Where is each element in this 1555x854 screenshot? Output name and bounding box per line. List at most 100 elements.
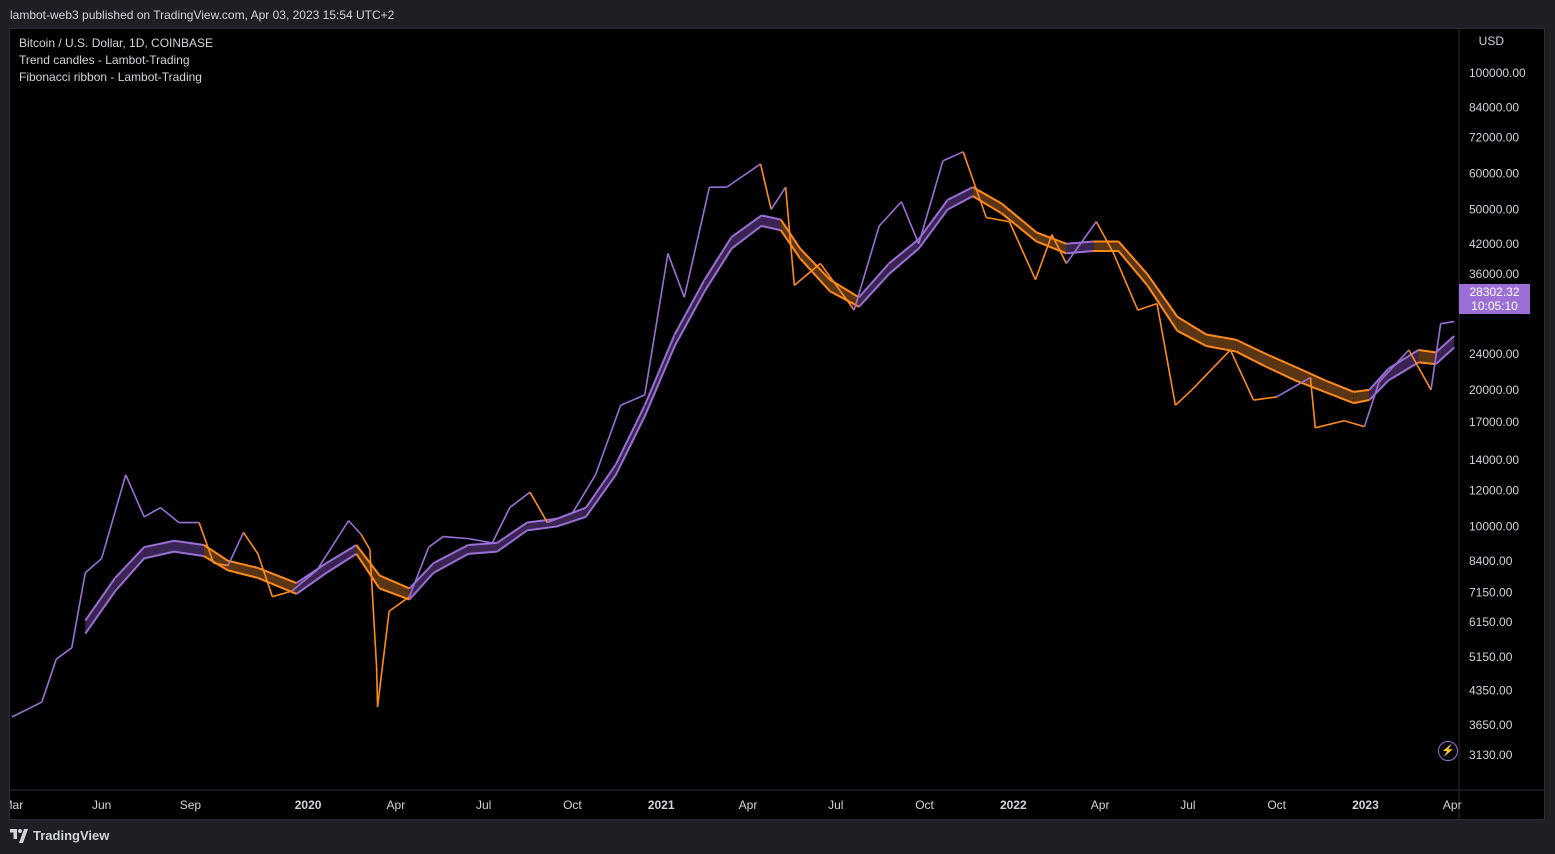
ribbon-upper-line bbox=[1066, 240, 1094, 245]
bar-countdown: 10:05:10 bbox=[1471, 299, 1518, 313]
price-line-segment bbox=[900, 201, 920, 245]
legend-symbol[interactable]: Bitcoin / U.S. Dollar, 1D, COINBASE bbox=[19, 36, 214, 50]
ribbon-lower-line bbox=[1324, 390, 1355, 405]
ribbon-band-segment bbox=[947, 187, 973, 210]
price-line-segment bbox=[1440, 320, 1455, 325]
ribbon-band-segment bbox=[704, 236, 732, 292]
ribbon-upper-line bbox=[526, 517, 558, 524]
x-tick-label: Apr bbox=[1091, 798, 1110, 812]
ribbon-lower-line bbox=[585, 474, 617, 518]
ribbon-lower-line bbox=[325, 553, 357, 574]
ribbon-lower-line bbox=[355, 553, 381, 589]
price-line-segment bbox=[491, 507, 511, 544]
price-line-segment bbox=[1008, 221, 1037, 281]
ribbon-band-segment bbox=[468, 542, 498, 554]
price-line-segment bbox=[529, 491, 549, 523]
price-line-segment bbox=[1315, 420, 1345, 429]
legend-indicator-trend-candles[interactable]: Trend candles - Lambot-Trading bbox=[19, 53, 190, 67]
price-line-segment bbox=[726, 163, 762, 188]
ribbon-lower-line bbox=[173, 550, 205, 558]
tradingview-logo-icon bbox=[10, 828, 28, 843]
price-line-segment bbox=[375, 666, 379, 707]
ribbon-upper-line bbox=[643, 334, 676, 406]
ribbon-lower-line bbox=[1435, 346, 1455, 365]
price-line-segment bbox=[468, 537, 493, 544]
price-line-segment bbox=[198, 522, 215, 564]
y-tick-label: 5150.00 bbox=[1469, 650, 1513, 664]
price-line-segment bbox=[1095, 221, 1115, 254]
ribbon-band-segment bbox=[1177, 316, 1207, 346]
ribbon-band-segment bbox=[800, 248, 831, 292]
ribbon-upper-line bbox=[673, 279, 706, 335]
x-tick-label: Oct bbox=[563, 798, 582, 812]
price-line-segment bbox=[213, 562, 229, 567]
price-line-segment bbox=[100, 474, 127, 559]
y-tick-label: 14000.00 bbox=[1469, 453, 1519, 467]
price-line-segment bbox=[1430, 323, 1442, 391]
ribbon-band-segment bbox=[379, 575, 410, 600]
ribbon-upper-line bbox=[355, 544, 381, 576]
price-line-segment bbox=[1229, 349, 1255, 401]
x-tick-label: Oct bbox=[915, 798, 934, 812]
ribbon-band-segment bbox=[1093, 241, 1119, 251]
price-line-segment bbox=[125, 474, 145, 518]
ribbon-band-segment bbox=[1118, 241, 1148, 286]
ribbon-band-segment bbox=[144, 540, 175, 559]
ribbon-lower-line bbox=[84, 590, 116, 635]
ribbon-band-segment bbox=[228, 560, 258, 578]
ribbon-band-segment bbox=[326, 545, 357, 573]
x-tick-label: Jul bbox=[1180, 798, 1195, 812]
price-line-segment bbox=[428, 535, 444, 548]
ribbon-upper-line bbox=[761, 214, 782, 221]
ribbon-band-segment bbox=[972, 187, 1002, 214]
x-tick-label: Jul bbox=[828, 798, 843, 812]
x-tick-label: Sep bbox=[180, 798, 202, 812]
price-line-segment bbox=[1034, 234, 1053, 280]
ribbon-band-segment bbox=[497, 522, 528, 552]
price-line-segment bbox=[793, 262, 821, 287]
ribbon-lower-line bbox=[1001, 212, 1038, 243]
price-line-segment bbox=[143, 506, 161, 518]
price-line-segment bbox=[1408, 349, 1432, 391]
ribbon-upper-line bbox=[888, 238, 920, 265]
ribbon-lower-line bbox=[799, 257, 831, 292]
ribbon-upper-line bbox=[1206, 333, 1237, 341]
price-line-segment bbox=[11, 701, 43, 718]
ribbon-upper-line bbox=[1176, 315, 1207, 336]
ribbon-lower-line bbox=[114, 557, 145, 592]
ribbon-lower-line bbox=[1265, 365, 1296, 382]
legend-indicator-fibonacci-ribbon[interactable]: Fibonacci ribbon - Lambot-Trading bbox=[19, 70, 202, 84]
x-tick-label: 2023 bbox=[1352, 798, 1379, 812]
price-line-segment bbox=[376, 611, 390, 708]
ribbon-band-segment bbox=[1435, 335, 1455, 365]
lightning-icon[interactable]: ⚡ bbox=[1438, 741, 1458, 761]
ribbon-upper-line bbox=[799, 247, 831, 281]
ribbon-upper-line bbox=[143, 539, 175, 549]
y-tick-label: 100000.00 bbox=[1469, 66, 1526, 80]
ribbon-upper-line bbox=[1435, 335, 1455, 354]
price-line-segment bbox=[620, 394, 646, 407]
chart-svg[interactable]: 100000.00 84000.00 72000.00 60000.00 50000.0… bbox=[10, 29, 1544, 819]
price-line-segment bbox=[1309, 377, 1317, 428]
ribbon-lower-line bbox=[556, 515, 587, 528]
price-line-segment bbox=[643, 253, 669, 396]
price-line-segment bbox=[41, 658, 58, 703]
tradingview-logo[interactable]: TradingView bbox=[10, 828, 109, 843]
price-line-segment bbox=[1276, 376, 1311, 398]
currency-label[interactable]: USD bbox=[1478, 34, 1504, 48]
y-tick-label: 84000.00 bbox=[1469, 100, 1519, 114]
ribbon-upper-line bbox=[947, 186, 974, 201]
price-line-segment bbox=[917, 160, 944, 245]
price-line-segment bbox=[388, 596, 410, 612]
price-line-segment bbox=[1051, 234, 1068, 264]
ribbon-upper-line bbox=[1418, 348, 1436, 354]
x-tick-label: Mar bbox=[10, 798, 23, 812]
price-line-segment bbox=[962, 151, 988, 218]
price-line-segment bbox=[571, 474, 597, 514]
ribbon-band-segment bbox=[585, 464, 616, 517]
ribbon-lower-line bbox=[468, 550, 498, 555]
price-line-segment bbox=[1112, 253, 1139, 311]
chart-area[interactable]: 100000.00 84000.00 72000.00 60000.00 50000.0… bbox=[9, 28, 1545, 820]
last-price-value: 28302.32 bbox=[1469, 285, 1520, 299]
ribbon-lower-line bbox=[227, 569, 259, 579]
